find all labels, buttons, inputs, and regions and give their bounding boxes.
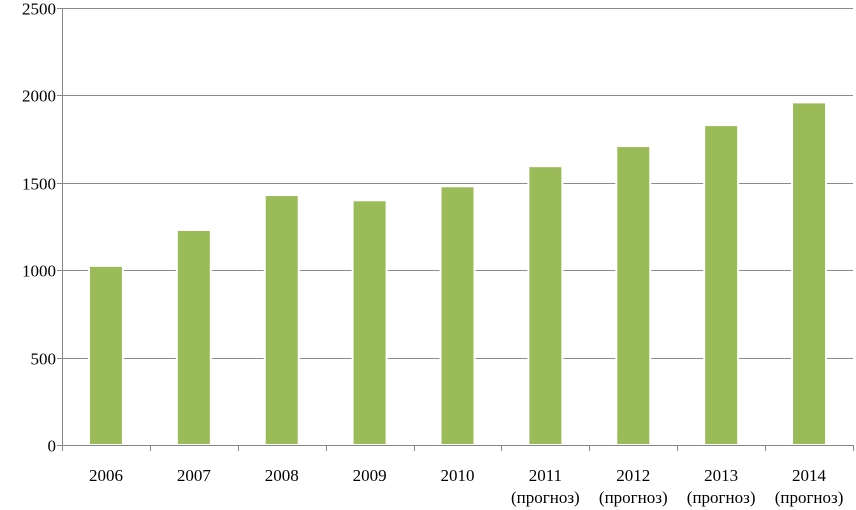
bar (263, 194, 300, 446)
y-tick-label: 2500 (22, 0, 56, 19)
axes (57, 8, 854, 451)
x-tick-label: 2014 (792, 466, 827, 485)
x-tick-label: 2006 (89, 466, 123, 485)
y-tick-label: 1500 (22, 175, 56, 194)
x-tick-label: 2009 (353, 466, 387, 485)
y-tick-label: 0 (48, 437, 57, 456)
x-tick-label: 2011 (529, 466, 562, 485)
y-tick-labels: 0 500 1000 1500 2000 2500 (22, 0, 56, 456)
y-tick-label: 1000 (22, 262, 56, 281)
bar (87, 264, 124, 446)
x-tick-label: 2007 (177, 466, 212, 485)
x-tick-label: (прогноз) (599, 488, 668, 507)
bar (791, 101, 828, 446)
x-tick-label: (прогноз) (511, 488, 580, 507)
x-tick-label: (прогноз) (687, 488, 756, 507)
x-tick-label: 2012 (616, 466, 650, 485)
y-tick-label: 500 (31, 350, 57, 369)
bar (615, 145, 652, 446)
bar (703, 124, 740, 446)
bars (87, 101, 828, 447)
bar (439, 185, 476, 447)
x-tick-label: 2010 (441, 466, 475, 485)
x-tick-label: 2008 (265, 466, 299, 485)
x-tick-label: 2013 (704, 466, 738, 485)
y-tick-label: 2000 (22, 87, 56, 106)
bar (527, 165, 564, 446)
x-tick-label: (прогноз) (775, 488, 844, 507)
bar (351, 199, 388, 446)
x-tick-labels: 2006 2007 2008 2009 2010 2011 (прогноз) 2012 (пр… (89, 466, 843, 507)
bar (175, 228, 212, 446)
